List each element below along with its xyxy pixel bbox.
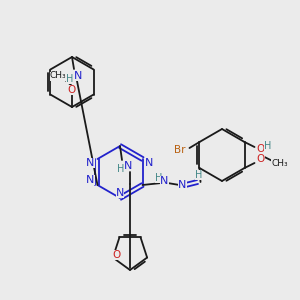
Text: H: H [195,170,202,180]
Text: H: H [66,74,74,84]
Text: N: N [116,188,124,198]
Text: N: N [124,161,132,171]
Text: H: H [117,164,125,174]
Text: H: H [264,141,271,151]
Text: N: N [160,176,169,186]
Text: CH₃: CH₃ [50,71,66,80]
Text: N: N [86,158,95,168]
Text: N: N [74,71,82,81]
Text: H: H [155,173,162,183]
Text: O: O [68,85,76,95]
Text: N: N [86,175,95,185]
Text: N: N [145,158,154,168]
Text: O: O [112,250,120,260]
Text: O: O [256,144,265,154]
Text: CH₃: CH₃ [271,158,288,167]
Text: N: N [178,180,187,190]
Text: O: O [256,154,265,164]
Text: Br: Br [174,145,185,155]
